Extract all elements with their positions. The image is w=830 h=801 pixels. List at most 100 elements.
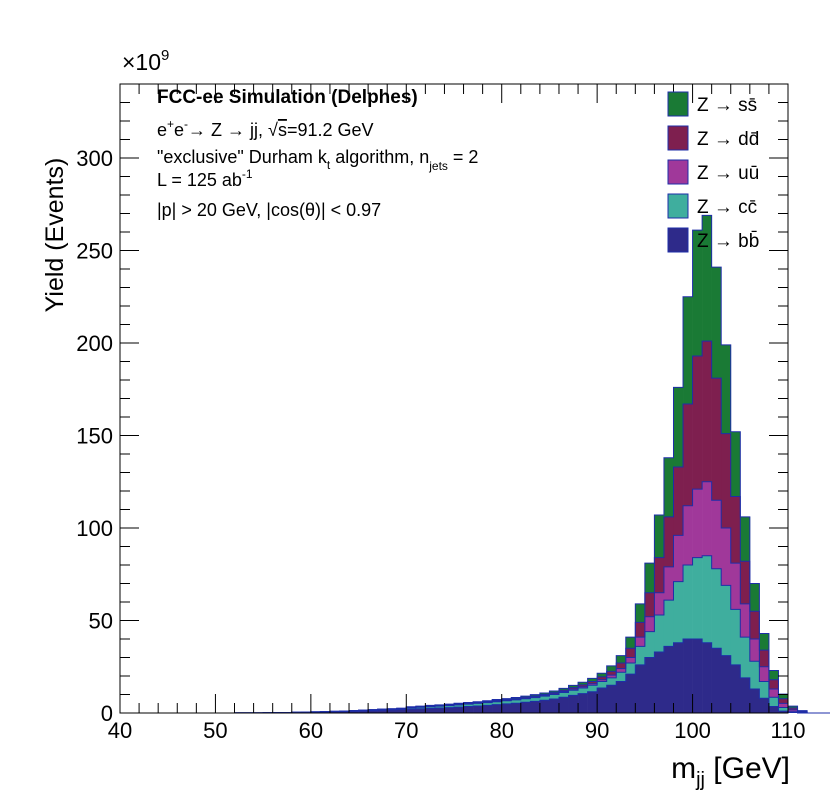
legend-item-u: Z → uū: [667, 159, 759, 185]
legend-swatch: [667, 193, 689, 219]
bar-u-bin-49: [587, 683, 598, 686]
bar-b-bin-58: [673, 642, 684, 713]
bar-u-bin-70: [788, 709, 798, 712]
bar-s-bin-57: [663, 457, 674, 517]
bar-b-bin-49: [587, 691, 598, 713]
bar-c-bin-68: [768, 697, 779, 707]
x-axis: 40 50 60 70 80 90 100 110: [108, 84, 806, 743]
bar-c-bin-64: [730, 609, 741, 665]
bar-c-bin-60: [692, 557, 703, 639]
bar-c-bin-42: [520, 698, 531, 703]
histogram-stack: [120, 214, 830, 714]
bar-d-bin-59: [683, 404, 693, 506]
bar-d-bin-55: [644, 592, 655, 617]
series-outline-s: [120, 214, 830, 714]
legend-label: Z → bb̄: [697, 231, 759, 252]
bar-d-bin-70: [788, 708, 798, 710]
bar-c-bin-38: [482, 702, 493, 706]
bar-d-bin-54: [635, 622, 646, 638]
bar-c-bin-28: [387, 708, 398, 710]
bar-b-bin-30: [406, 709, 417, 713]
bar-u-bin-67: [759, 666, 770, 682]
bar-b-bin-61: [702, 642, 712, 713]
bar-b-bin-51: [606, 685, 617, 713]
y-tick-label: 250: [76, 239, 113, 264]
x-tick-label: 70: [394, 718, 418, 743]
bar-c-bin-36: [463, 704, 474, 707]
bar-b-bin-52: [616, 681, 627, 713]
bar-b-bin-45: [549, 698, 560, 713]
bar-u-bin-58: [673, 535, 684, 582]
bar-b-bin-39: [492, 704, 503, 713]
y-tick-label: 200: [76, 331, 113, 356]
bar-d-bin-58: [673, 466, 684, 536]
bar-u-bin-64: [730, 563, 741, 610]
bar-b-bin-64: [730, 664, 741, 713]
chart-title: FCC-ee Simulation (Delphes): [157, 87, 418, 108]
bar-c-bin-63: [721, 585, 732, 656]
legend-swatch: [667, 227, 689, 253]
bar-d-bin-48: [578, 684, 588, 687]
bar-c-bin-55: [644, 631, 655, 658]
bar-b-bin-60: [692, 639, 703, 713]
bar-c-bin-46: [558, 692, 569, 698]
bar-b-bin-37: [473, 705, 483, 713]
bar-u-bin-53: [625, 657, 636, 664]
bar-s-bin-50: [597, 673, 607, 677]
bar-b-bin-67: [759, 698, 770, 713]
bar-c-bin-52: [616, 672, 627, 682]
bar-b-bin-47: [568, 695, 579, 713]
bar-b-bin-43: [530, 701, 541, 713]
cuts-label: |p| > 20 GeV, |cos(θ)| < 0.97: [157, 200, 381, 220]
series-sbar: [406, 215, 808, 712]
bar-b-bin-36: [463, 706, 474, 713]
legend-item-c: Z → cc̄: [667, 193, 757, 219]
series-dbar: [406, 341, 808, 713]
bar-s-bin-41: [511, 697, 522, 699]
bar-u-bin-66: [749, 639, 760, 662]
bar-s-bin-66: [749, 583, 760, 612]
bar-c-bin-67: [759, 681, 770, 699]
bar-u-bin-68: [768, 688, 779, 698]
bar-s-bin-42: [520, 696, 531, 698]
x-tick-label: 90: [585, 718, 609, 743]
bar-d-bin-51: [606, 671, 617, 676]
bar-b-bin-26: [368, 710, 378, 713]
bar-d-bin-61: [702, 341, 712, 482]
bar-s-bin-63: [721, 344, 732, 434]
bar-u-bin-57: [663, 566, 674, 601]
bar-c-bin-57: [663, 600, 674, 647]
bar-c-bin-59: [683, 565, 693, 639]
bar-d-bin-60: [692, 355, 703, 490]
bar-c-bin-37: [473, 703, 483, 706]
bar-b-bin-24: [349, 711, 359, 713]
bar-d-bin-66: [749, 611, 760, 639]
legend-swatch: [667, 91, 689, 117]
series-ubar: [406, 481, 808, 713]
bar-d-bin-52: [616, 663, 627, 669]
bar-b-bin-53: [625, 674, 636, 713]
bar-s-bin-45: [549, 690, 560, 693]
bar-c-bin-65: [740, 637, 751, 678]
bar-b-bin-62: [711, 648, 722, 713]
bar-s-bin-69: [778, 694, 789, 699]
bar-u-bin-47: [568, 689, 579, 691]
y-tick-label: 100: [76, 516, 113, 541]
bar-u-bin-54: [635, 637, 646, 647]
luminosity-label: L = 125 ab-1: [157, 167, 253, 190]
bar-c-bin-31: [415, 707, 426, 709]
legend: Z → ss̄ Z → dd̄ Z → uū Z → cc̄ Z → bb̄: [667, 91, 759, 253]
bar-u-bin-63: [721, 528, 732, 586]
bar-u-bin-61: [702, 481, 712, 556]
bar-c-bin-44: [539, 696, 550, 701]
bar-d-bin-49: [587, 681, 598, 684]
bar-b-bin-31: [415, 708, 426, 713]
bar-s-bin-54: [635, 603, 646, 623]
bar-u-bin-59: [683, 505, 693, 565]
bar-d-bin-63: [721, 433, 732, 528]
bar-c-bin-54: [635, 646, 646, 665]
bar-u-bin-65: [740, 603, 751, 638]
bar-c-bin-62: [711, 568, 722, 649]
bar-u-bin-60: [692, 489, 703, 558]
series-bbar: [234, 639, 798, 713]
